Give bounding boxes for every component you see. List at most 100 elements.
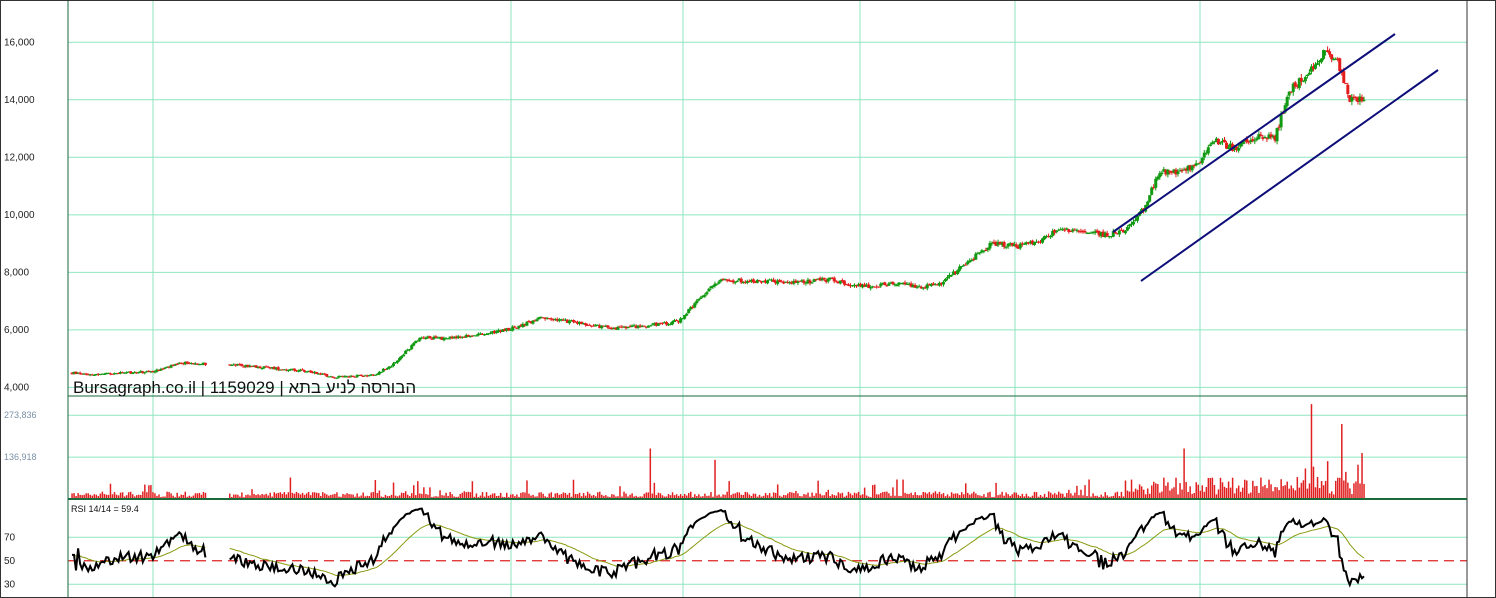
candle-body [927,284,931,286]
volume-bar [1189,486,1191,499]
candle-body [749,279,753,282]
volume-bar [1215,494,1218,499]
candle-body [86,374,90,376]
volume-bar [121,492,124,499]
volume-bar [586,491,589,499]
candle-body [351,375,355,377]
volume-bar [231,496,233,499]
candle-body [820,278,824,281]
candle-body [1360,97,1364,102]
volume-bar [1266,488,1268,499]
volume-bar [950,492,953,499]
candle-body [697,299,701,301]
volume-bar [995,482,997,499]
volume-bar [681,495,684,499]
candle-body [288,369,292,371]
candle-body [430,338,434,340]
candle-body [169,365,173,368]
candle-body [246,364,250,367]
volume-bar [823,495,825,499]
candle-body [541,317,545,319]
candle-body [242,366,246,368]
candle-body [90,374,94,376]
candle-body [958,266,962,271]
volume-bar [299,494,302,499]
volume-bar [1248,493,1250,499]
volume-bar [1298,487,1301,499]
candle-body [503,329,507,331]
volume-bar [817,480,819,499]
candle-body [335,377,339,379]
volume-bar [1345,471,1347,499]
volume-bar [520,492,522,499]
volume-bar [392,482,395,499]
candle-body [1095,230,1099,232]
volume-bar [493,493,496,499]
volume-bar [324,493,326,499]
volume-bar [845,495,848,499]
candle-body [931,283,935,286]
candle-body [1218,142,1222,144]
volume-bar [556,492,559,499]
volume-tick-label: 136,918 [4,452,37,462]
volume-bar [1094,495,1096,499]
candle-body [1279,113,1283,128]
candle-body [614,327,618,330]
candle-body [1204,152,1208,154]
volume-bar [305,493,308,499]
candle-body [1113,231,1117,234]
candle-body [1004,246,1008,248]
volume-bar [354,496,356,499]
candle-body [1012,244,1016,247]
candle-body [1065,228,1069,230]
candle-body [1127,224,1131,227]
volume-bar [894,495,896,499]
candle-body [1156,176,1160,180]
volume-bar [461,492,464,499]
candle-body [272,366,276,370]
volume-bar [942,493,945,499]
volume-bar [1035,492,1038,499]
candle-body [654,322,658,326]
candle-body [1202,152,1206,158]
candle-body [1239,142,1243,147]
candle-body [1041,238,1045,243]
candle-body [523,324,527,326]
candle-body [1200,157,1204,164]
candle-body [412,343,416,346]
candle-body [1101,231,1105,237]
candle-body [1338,58,1342,72]
volume-bar [457,496,459,499]
volume-bar [1195,482,1197,499]
candle-body [970,259,974,261]
volume-bar [83,494,85,499]
candle-body [92,375,96,377]
volume-bar [867,496,870,499]
volume-bar [168,492,170,499]
volume-bar [115,494,118,499]
volume-bar [1241,487,1244,499]
volume-bar [360,495,362,499]
candle-body [80,373,84,375]
volume-bar [532,494,534,499]
volume-bar [789,492,791,499]
volume-bar [447,495,449,499]
volume-bar [578,492,581,499]
candle-body [992,241,996,243]
candle-body [112,373,116,375]
candle-body [282,369,286,371]
volume-bar [144,484,146,499]
candle-body [1354,97,1358,99]
volume-bar [1116,491,1119,499]
candle-body [507,327,511,331]
volume-bar [983,494,985,499]
volume-bar [1296,477,1299,499]
candle-body [1273,135,1277,141]
volume-bar [1250,492,1252,499]
candle-body [1267,134,1271,139]
candle-body [244,364,248,367]
volume-bar [1197,484,1200,499]
volume-bar [200,494,203,499]
candle-body [1047,236,1051,238]
